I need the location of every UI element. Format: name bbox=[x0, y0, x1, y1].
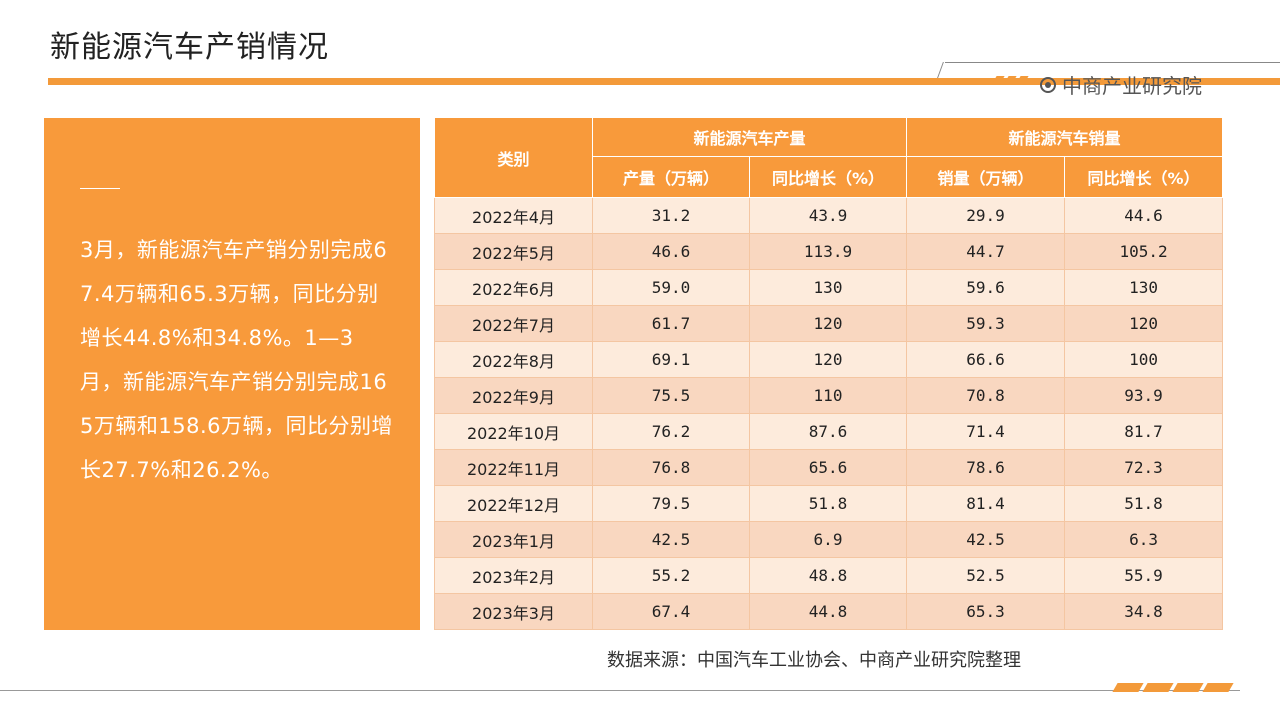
cell-sales-volume: 42.5 bbox=[906, 521, 1066, 558]
cell-category: 2022年6月 bbox=[434, 269, 593, 306]
cell-category: 2023年1月 bbox=[434, 521, 593, 558]
header-divider-slant bbox=[937, 62, 944, 78]
title-accent-bar bbox=[48, 78, 1280, 85]
data-source-note: 数据来源：中国汽车工业协会、中商产业研究院整理 bbox=[607, 650, 1021, 671]
table-row: 2022年5月 46.6 113.9 44.7 105.2 bbox=[434, 233, 1224, 270]
cell-sales-volume: 70.8 bbox=[906, 377, 1066, 414]
header-sales-volume: 销量（万辆） bbox=[906, 156, 1066, 198]
brand-circle-icon bbox=[1040, 76, 1056, 93]
cell-production-growth: 113.9 bbox=[748, 233, 908, 270]
header-production-volume: 产量（万辆） bbox=[592, 156, 750, 198]
production-sales-table: 类别 新能源汽车产量 新能源汽车销量 产量（万辆） 同比增长（%） 销量（万辆）… bbox=[434, 117, 1224, 630]
cell-sales-volume: 71.4 bbox=[906, 413, 1066, 450]
cell-sales-volume: 65.3 bbox=[906, 593, 1066, 630]
cell-category: 2022年5月 bbox=[434, 233, 593, 270]
cell-sales-growth: 130 bbox=[1064, 269, 1224, 306]
summary-panel bbox=[44, 118, 420, 630]
brand-logo: 中商产业研究院 bbox=[1040, 70, 1202, 99]
cell-category: 2022年4月 bbox=[434, 197, 593, 234]
cell-sales-growth: 93.9 bbox=[1064, 377, 1224, 414]
table-row: 2022年12月 79.5 51.8 81.4 51.8 bbox=[434, 485, 1224, 522]
cell-category: 2022年11月 bbox=[434, 449, 593, 486]
summary-text: 3月，新能源汽车产销分别完成67.4万辆和65.3万辆，同比分别增长44.8%和… bbox=[80, 238, 393, 482]
cell-production-growth: 87.6 bbox=[748, 413, 908, 450]
table-row: 2022年4月 31.2 43.9 29.9 44.6 bbox=[434, 197, 1224, 234]
table-row: 2022年7月 61.7 120 59.3 120 bbox=[434, 305, 1224, 342]
cell-sales-volume: 66.6 bbox=[906, 341, 1066, 378]
table-row: 2022年8月 69.1 120 66.6 100 bbox=[434, 341, 1224, 378]
cell-production-volume: 42.5 bbox=[592, 521, 750, 558]
cell-production-growth: 65.6 bbox=[748, 449, 908, 486]
cell-production-growth: 44.8 bbox=[748, 593, 908, 630]
cell-production-growth: 6.9 bbox=[748, 521, 908, 558]
cell-sales-volume: 44.7 bbox=[906, 233, 1066, 270]
cell-sales-growth: 100 bbox=[1064, 341, 1224, 378]
table-row: 2023年1月 42.5 6.9 42.5 6.3 bbox=[434, 521, 1224, 558]
cell-category: 2023年2月 bbox=[434, 557, 593, 594]
header-production-group: 新能源汽车产量 bbox=[591, 117, 908, 157]
cell-sales-growth: 105.2 bbox=[1064, 233, 1224, 270]
cell-sales-growth: 34.8 bbox=[1064, 593, 1224, 630]
cell-sales-growth: 120 bbox=[1064, 305, 1224, 342]
cell-sales-growth: 6.3 bbox=[1064, 521, 1224, 558]
cell-production-growth: 110 bbox=[748, 377, 908, 414]
footer-stripes bbox=[1112, 683, 1234, 692]
summary-divider bbox=[80, 188, 120, 189]
table-row: 2022年9月 75.5 110 70.8 93.9 bbox=[434, 377, 1224, 414]
cell-sales-volume: 81.4 bbox=[906, 485, 1066, 522]
cell-production-volume: 76.8 bbox=[592, 449, 750, 486]
cell-category: 2022年12月 bbox=[434, 485, 593, 522]
cell-production-volume: 46.6 bbox=[592, 233, 750, 270]
cell-production-volume: 55.2 bbox=[592, 557, 750, 594]
cell-production-volume: 75.5 bbox=[592, 377, 750, 414]
cell-production-growth: 51.8 bbox=[748, 485, 908, 522]
cell-production-volume: 61.7 bbox=[592, 305, 750, 342]
cell-category: 2022年7月 bbox=[434, 305, 593, 342]
cell-production-growth: 48.8 bbox=[748, 557, 908, 594]
header-sales-growth: 同比增长（%） bbox=[1064, 156, 1224, 198]
cell-production-volume: 59.0 bbox=[592, 269, 750, 306]
footer-line bbox=[0, 690, 1240, 691]
cell-sales-volume: 78.6 bbox=[906, 449, 1066, 486]
cell-sales-growth: 81.7 bbox=[1064, 413, 1224, 450]
table-row: 2022年10月 76.2 87.6 71.4 81.7 bbox=[434, 413, 1224, 450]
cell-production-volume: 76.2 bbox=[592, 413, 750, 450]
header-divider-line bbox=[945, 62, 1280, 63]
cell-production-volume: 69.1 bbox=[592, 341, 750, 378]
cell-sales-volume: 59.3 bbox=[906, 305, 1066, 342]
cell-sales-volume: 59.6 bbox=[906, 269, 1066, 306]
table-row: 2022年11月 76.8 65.6 78.6 72.3 bbox=[434, 449, 1224, 486]
cell-category: 2022年9月 bbox=[434, 377, 593, 414]
cell-production-growth: 130 bbox=[748, 269, 908, 306]
brand-name: 中商产业研究院 bbox=[1062, 74, 1202, 98]
table-row: 2023年2月 55.2 48.8 52.5 55.9 bbox=[434, 557, 1224, 594]
cell-production-growth: 120 bbox=[748, 341, 908, 378]
table-row: 2022年6月 59.0 130 59.6 130 bbox=[434, 269, 1224, 306]
cell-sales-volume: 29.9 bbox=[906, 197, 1066, 234]
header-production-growth: 同比增长（%） bbox=[748, 156, 908, 198]
table-row: 2023年3月 67.4 44.8 65.3 34.8 bbox=[434, 593, 1224, 630]
cell-category: 2022年8月 bbox=[434, 341, 593, 378]
header-sales-group: 新能源汽车销量 bbox=[906, 117, 1224, 157]
header-category: 类别 bbox=[434, 117, 593, 198]
cell-production-volume: 31.2 bbox=[592, 197, 750, 234]
cell-category: 2023年3月 bbox=[434, 593, 593, 630]
cell-production-volume: 79.5 bbox=[592, 485, 750, 522]
cell-sales-growth: 44.6 bbox=[1064, 197, 1224, 234]
cell-production-growth: 120 bbox=[748, 305, 908, 342]
page-title: 新能源汽车产销情况 bbox=[50, 30, 329, 65]
cell-sales-volume: 52.5 bbox=[906, 557, 1066, 594]
cell-sales-growth: 51.8 bbox=[1064, 485, 1224, 522]
cell-sales-growth: 55.9 bbox=[1064, 557, 1224, 594]
cell-production-growth: 43.9 bbox=[748, 197, 908, 234]
header-stripes bbox=[991, 76, 1029, 85]
cell-category: 2022年10月 bbox=[434, 413, 593, 450]
cell-production-volume: 67.4 bbox=[592, 593, 750, 630]
cell-sales-growth: 72.3 bbox=[1064, 449, 1224, 486]
